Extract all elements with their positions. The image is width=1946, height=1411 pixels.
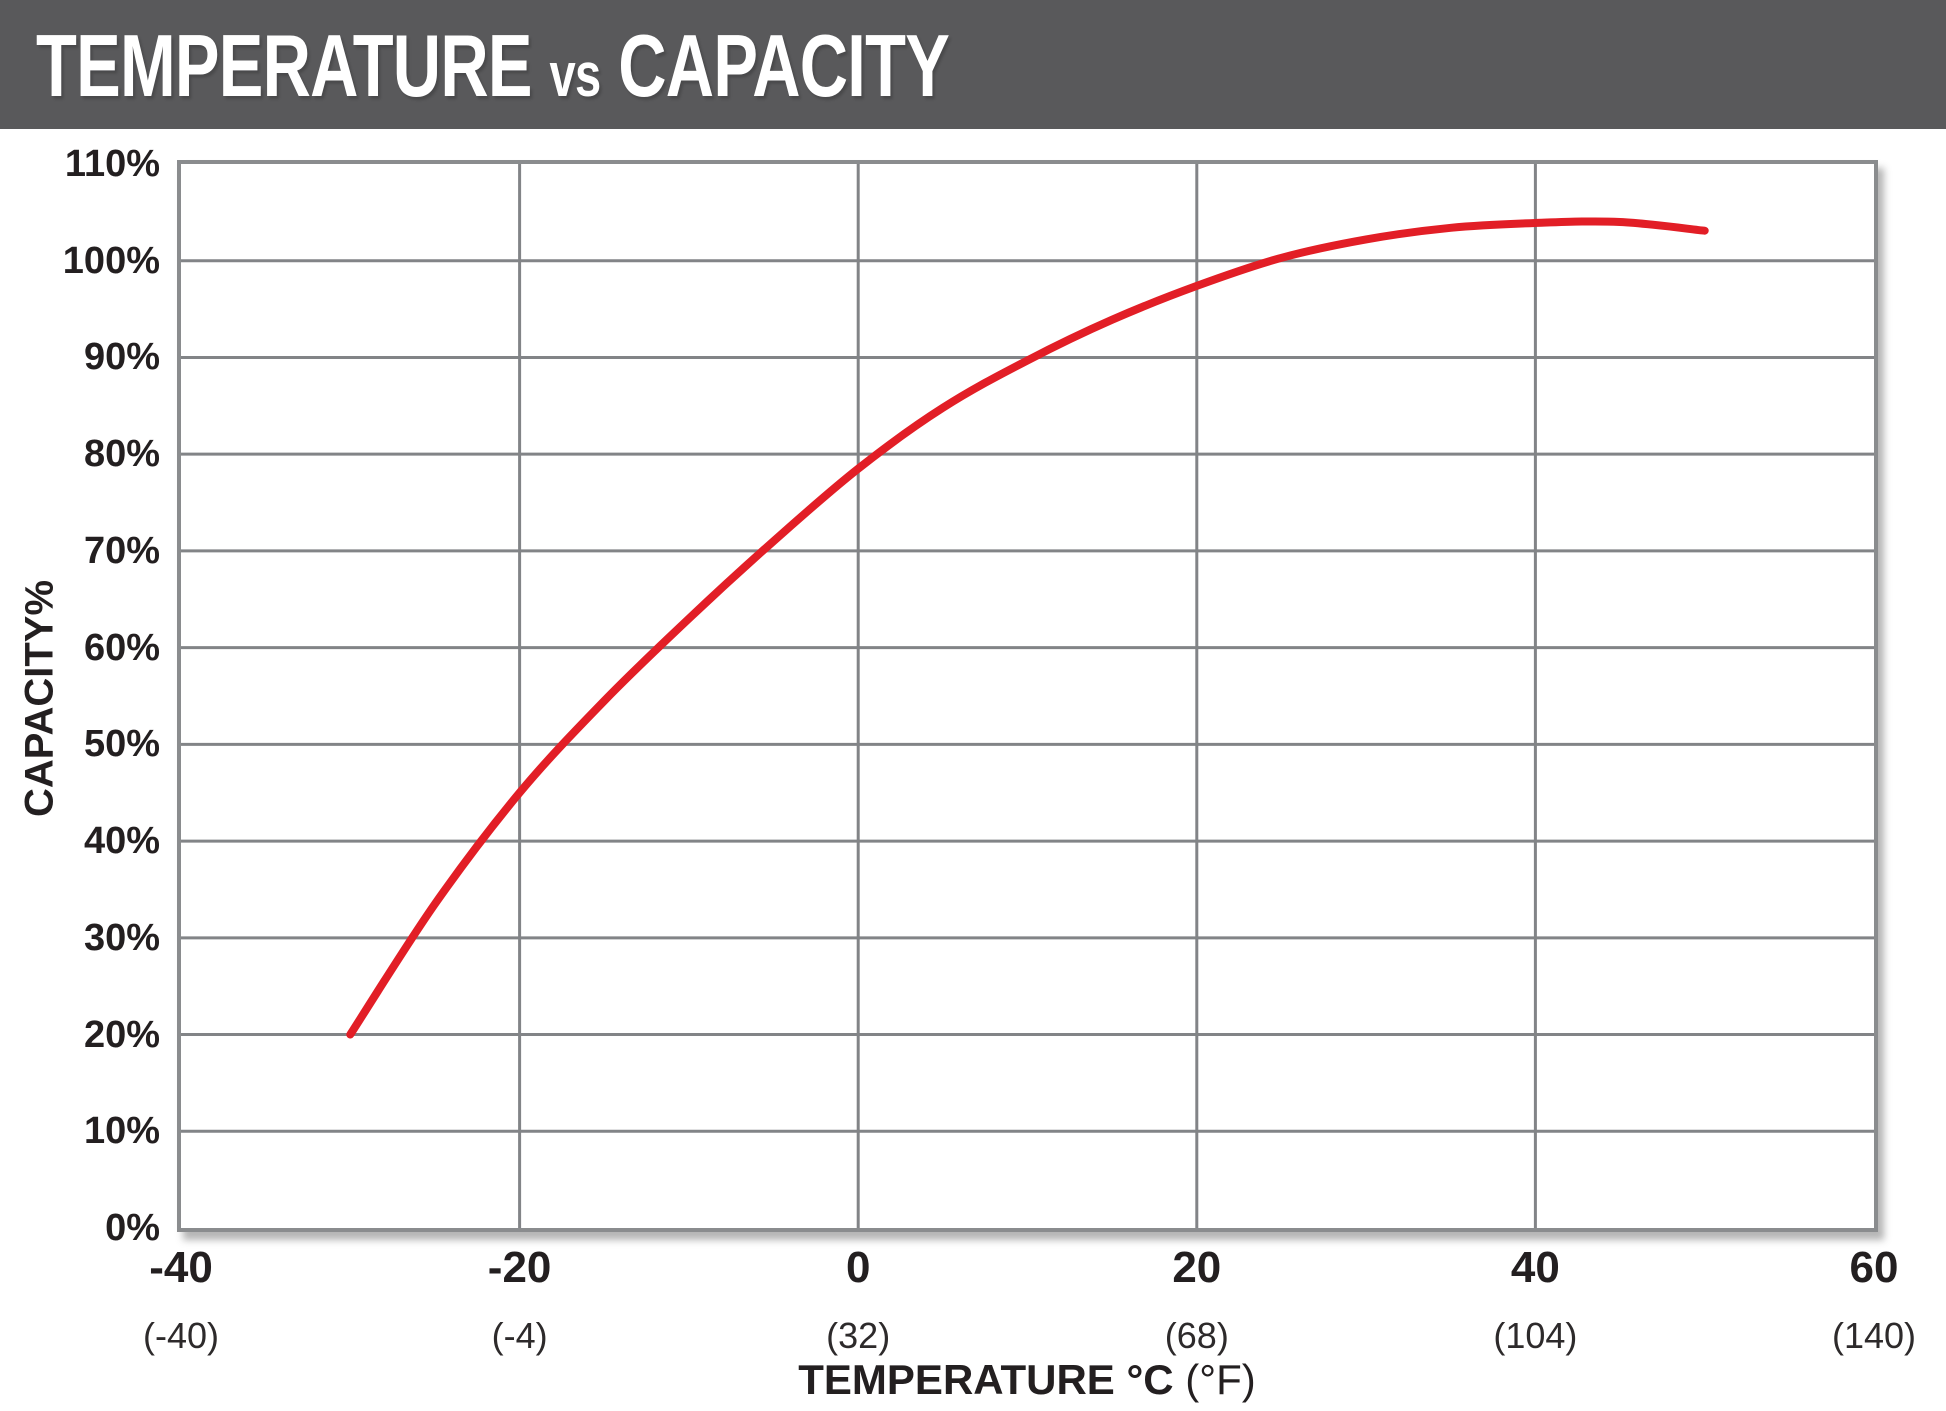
y-axis-title: CAPACITY% (17, 579, 62, 818)
x-axis-tick-label-fahrenheit: (-4) (491, 1315, 548, 1356)
chart-grid (181, 164, 1874, 1228)
y-axis-tick-label: 0% (105, 1207, 160, 1249)
x-axis-tick-label-fahrenheit: (104) (1493, 1315, 1578, 1356)
x-axis-tick-label-fahrenheit: (32) (826, 1315, 891, 1356)
x-axis-tick-label-celsius: -20 (487, 1243, 552, 1292)
y-axis-tick-label: 20% (83, 1013, 160, 1056)
x-axis-tick-label-celsius: 60 (1849, 1243, 1899, 1292)
y-axis-tick-label: 90% (83, 336, 160, 379)
x-axis-title: TEMPERATURE °C (°F) (627, 1356, 1427, 1404)
x-axis-tick-label-fahrenheit: (68) (1164, 1315, 1229, 1356)
title-part-temperature: TEMPERATURE (36, 16, 532, 115)
y-axis-tick-label: 50% (83, 723, 160, 766)
x-axis-tick-label-fahrenheit: (140) (1831, 1315, 1917, 1356)
chart-area (177, 160, 1878, 1232)
chart-canvas (181, 164, 1874, 1228)
title-part-capacity: CAPACITY (618, 16, 950, 115)
capacity-curve (346, 217, 1709, 1039)
x-axis-tick-label-celsius: 40 (1510, 1243, 1560, 1292)
y-axis-tick-label: 10% (83, 1110, 160, 1153)
y-axis-tick-label: 80% (83, 433, 160, 476)
x-axis-title-celsius: TEMPERATURE °C (798, 1356, 1174, 1403)
x-axis-title-fahrenheit: (°F) (1185, 1356, 1256, 1403)
header-bar: TEMPERATURE vs CAPACITY (0, 0, 1946, 129)
y-axis-tick-label: 40% (83, 820, 160, 863)
y-axis-tick-label: 30% (83, 916, 160, 959)
y-axis-tick-label: 110% (64, 143, 160, 185)
y-axis-tick-label: 60% (83, 626, 160, 669)
page-title: TEMPERATURE vs CAPACITY (36, 0, 950, 129)
x-axis-tick-label-celsius: 20 (1172, 1243, 1222, 1292)
y-axis-tick-label: 70% (83, 529, 160, 572)
title-part-vs: vs (549, 41, 602, 110)
x-axis-tick-label-celsius: 0 (845, 1243, 871, 1292)
x-axis-tick-label-fahrenheit: (-40) (142, 1315, 219, 1356)
x-axis-tick-label-celsius: -40 (149, 1243, 213, 1292)
y-axis-tick-label: 100% (62, 239, 160, 282)
